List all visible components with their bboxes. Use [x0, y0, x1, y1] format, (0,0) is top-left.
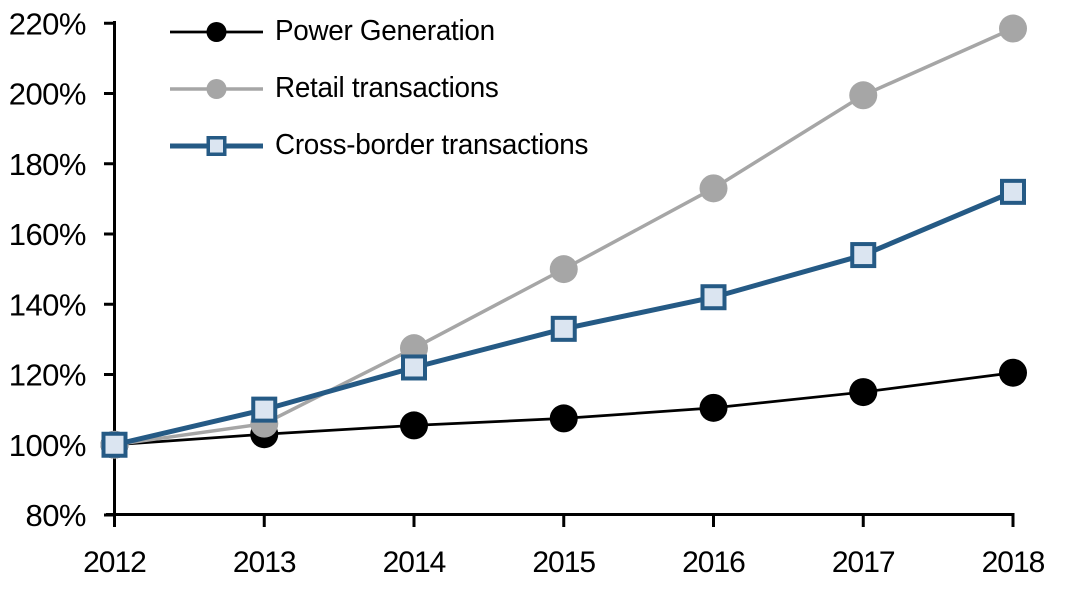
y-tick-label: 160%: [9, 217, 86, 252]
data-point-square-marker: [401, 354, 427, 381]
legend-marker-retail-transactions-icon: [170, 78, 263, 99]
x-tick-label: 2018: [982, 546, 1045, 579]
y-tick-label: 120%: [9, 358, 86, 393]
y-tick-label: 180%: [9, 147, 86, 182]
legend: Power Generation Retail transactions Cro…: [170, 3, 601, 174]
y-tick-label: 140%: [9, 287, 86, 322]
legend-marker-power-generation-icon: [170, 21, 263, 42]
data-point-circle-marker: [549, 255, 578, 284]
y-tick-label: 200%: [9, 77, 86, 112]
data-point-circle-marker: [849, 81, 878, 110]
legend-label-power-generation: Power Generation: [275, 15, 495, 47]
x-tick-label: 2012: [83, 546, 146, 579]
x-tick-label: 2017: [832, 546, 895, 579]
data-point-circle-marker: [699, 174, 728, 203]
data-point-square-marker: [550, 315, 577, 342]
data-point-circle-marker: [206, 21, 227, 42]
data-point-circle-marker: [206, 78, 227, 99]
x-tick-label: 2016: [682, 546, 745, 579]
legend-item-power-generation: Power Generation: [170, 3, 601, 60]
data-point-square-marker: [1000, 178, 1026, 205]
x-tick-label: 2014: [383, 546, 446, 579]
data-point-circle-marker: [549, 404, 578, 433]
data-point-square-marker: [206, 135, 227, 156]
legend-item-retail-transactions: Retail transactions: [170, 60, 601, 117]
data-point-circle-marker: [849, 378, 878, 407]
data-point-square-marker: [700, 284, 727, 311]
y-tick-label: 220%: [9, 6, 86, 41]
data-point-circle-marker: [400, 411, 428, 440]
legend-item-cross-border-transactions: Cross-border transactions: [170, 117, 601, 174]
data-point-square-marker: [850, 242, 877, 269]
x-tick-label: 2013: [233, 546, 296, 579]
data-point-square-marker: [101, 431, 128, 458]
x-tick-label: 2015: [532, 546, 595, 579]
data-point-circle-marker: [999, 14, 1027, 43]
data-point-circle-marker: [699, 393, 728, 422]
y-tick-label: 100%: [9, 428, 86, 463]
legend-marker-cross-border-transactions-icon: [170, 135, 263, 156]
legend-label-cross-border-transactions: Cross-border transactions: [275, 129, 589, 161]
y-tick-label: 80%: [25, 498, 86, 533]
data-point-circle-marker: [999, 358, 1027, 387]
data-point-square-marker: [251, 396, 278, 423]
legend-label-retail-transactions: Retail transactions: [275, 72, 499, 104]
